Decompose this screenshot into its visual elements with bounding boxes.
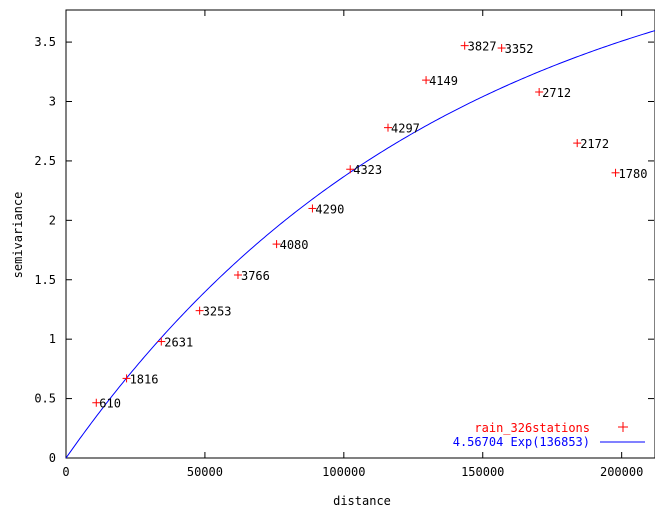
data-point: 4290	[308, 202, 344, 216]
data-point: 3827	[460, 40, 497, 54]
x-axis-title: distance	[333, 494, 391, 508]
point-count-label: 4080	[280, 238, 309, 252]
x-tick-label: 0	[62, 465, 69, 479]
y-axis-title: semivariance	[11, 192, 25, 279]
data-point: 610	[92, 397, 121, 411]
point-count-label: 4297	[391, 122, 420, 136]
x-tick-label: 150000	[461, 465, 504, 479]
y-tick-label: 2	[49, 213, 56, 227]
data-points-group: 610 1816 2631 3253 3766 4080 4290 4323 4297 4149 3…	[92, 40, 647, 411]
data-point: 2631	[157, 336, 193, 350]
y-tick-label: 2.5	[34, 154, 56, 168]
data-point: 1816	[122, 372, 159, 386]
data-point: 4297	[384, 122, 420, 136]
point-count-label: 3253	[203, 305, 232, 319]
legend-label-points: rain_326stations	[474, 421, 590, 435]
point-count-label: 3766	[241, 269, 270, 283]
data-point: 4149	[422, 74, 458, 88]
point-count-label: 3827	[468, 40, 497, 54]
plot-frame	[65, 9, 655, 459]
data-point: 4323	[346, 163, 382, 177]
data-point: 2172	[573, 137, 609, 151]
point-count-label: 2631	[164, 336, 193, 350]
data-point: 3766	[233, 269, 270, 283]
point-count-label: 610	[99, 397, 121, 411]
point-count-label: 3352	[505, 42, 534, 56]
x-tick-label: 200000	[600, 465, 643, 479]
data-point: 1780	[611, 167, 648, 181]
point-count-label: 1816	[130, 372, 159, 386]
model-curve	[65, 30, 655, 459]
y-tick-label: 3.5	[34, 35, 56, 49]
x-tick-label: 50000	[187, 465, 223, 479]
point-count-label: 4323	[353, 163, 382, 177]
y-tick-label: 3	[49, 95, 56, 109]
point-count-label: 2712	[542, 86, 571, 100]
y-tick-label: 0	[49, 451, 56, 465]
data-point: 4080	[272, 238, 309, 252]
axes: 0 50000 100000 150000 200000 0 0.5 1 1.5 2 2.5 3 3.5	[34, 9, 655, 479]
point-count-label: 4290	[315, 202, 344, 216]
model-curve-group	[65, 30, 655, 459]
data-point: 3352	[497, 42, 534, 56]
data-point: 2712	[535, 86, 571, 100]
x-tick-label: 100000	[322, 465, 365, 479]
legend-label-model: 4.56704 Exp(136853)	[453, 435, 590, 449]
point-count-label: 1780	[619, 167, 648, 181]
data-point: 3253	[195, 305, 232, 319]
point-count-label: 2172	[580, 137, 609, 151]
point-count-label: 4149	[429, 74, 458, 88]
y-tick-label: 1.5	[34, 273, 56, 287]
y-tick-label: 0.5	[34, 392, 56, 406]
y-tick-label: 1	[49, 332, 56, 346]
